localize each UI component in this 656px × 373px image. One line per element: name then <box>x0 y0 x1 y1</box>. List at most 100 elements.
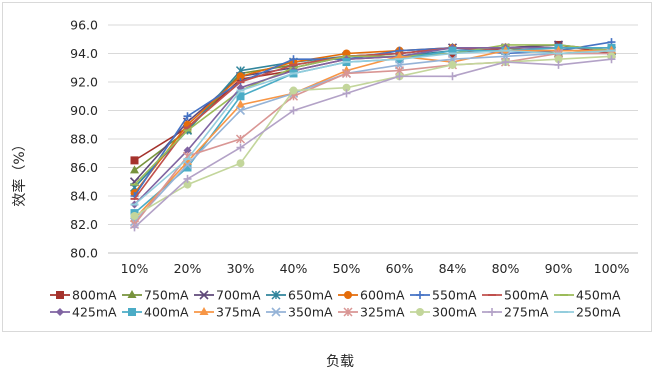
legend-item: 550mA <box>410 288 477 303</box>
data-point <box>183 163 192 172</box>
legend-item: 275mA <box>482 305 549 320</box>
data-point <box>183 146 192 155</box>
legend-label: 425mA <box>72 305 117 320</box>
data-point <box>199 307 209 315</box>
legend-item: 750mA <box>122 288 189 303</box>
legend-item: 600mA <box>338 288 405 303</box>
data-point <box>130 165 139 174</box>
y-axis-title: 效率（%） <box>11 137 28 206</box>
x-tick-label: 10% <box>121 261 149 276</box>
data-point <box>416 308 424 316</box>
x-tick-label: 50% <box>333 261 361 276</box>
legend-label: 450mA <box>576 288 621 303</box>
data-point <box>130 156 139 165</box>
y-tick-label: 86.0 <box>70 160 98 175</box>
data-point <box>236 143 245 152</box>
legend-item: 450mA <box>554 288 621 303</box>
legend-label: 300mA <box>432 305 477 320</box>
series-275mA <box>130 55 616 232</box>
series-300mA <box>130 52 616 220</box>
series-line <box>133 58 612 228</box>
x-tick-label: 40% <box>280 261 308 276</box>
legend-label: 375mA <box>216 305 261 320</box>
series-line <box>133 52 612 223</box>
series-600mA <box>130 43 616 198</box>
legend-item: 250mA <box>554 305 621 320</box>
data-point <box>342 83 351 92</box>
y-tick-label: 90.0 <box>70 103 98 118</box>
y-tick-label: 82.0 <box>70 217 98 232</box>
legend-label: 250mA <box>576 305 621 320</box>
data-point <box>235 105 246 116</box>
series-line <box>133 44 612 186</box>
data-point <box>416 291 424 299</box>
legend-label: 800mA <box>72 288 117 303</box>
series-line <box>133 49 612 220</box>
legend-item: 350mA <box>266 305 333 320</box>
data-point <box>501 58 510 67</box>
data-point <box>289 86 298 95</box>
x-tick-label: 90% <box>545 261 573 276</box>
x-tick-label: 60% <box>386 261 414 276</box>
data-point <box>127 290 137 298</box>
legend-label: 700mA <box>216 288 261 303</box>
data-point <box>448 60 457 69</box>
series-500mA <box>130 46 616 200</box>
x-tick-label: 30% <box>227 261 255 276</box>
data-point <box>236 72 245 81</box>
legend-item: 375mA <box>194 305 261 320</box>
series-line <box>133 46 612 206</box>
legend-label: 600mA <box>360 288 405 303</box>
y-tick-label: 92.0 <box>70 75 98 90</box>
data-point <box>342 89 351 98</box>
legend-label: 325mA <box>360 305 405 320</box>
series-line <box>134 55 612 217</box>
series-250mA <box>130 49 616 206</box>
legend-label: 750mA <box>144 288 189 303</box>
x-tick-label: 84% <box>439 261 467 276</box>
data-point <box>271 290 281 300</box>
series-line <box>133 49 612 206</box>
data-point <box>289 106 298 115</box>
data-point <box>488 308 496 316</box>
legend-item: 650mA <box>266 288 333 303</box>
data-point <box>235 134 246 144</box>
axes: 80.0 82.0 84.0 86.0 88.0 90.0 92.0 94.0 96.0 10% 2… <box>70 18 629 277</box>
data-point <box>183 180 192 189</box>
legend-item: 500mA <box>482 288 549 303</box>
legend-item: 400mA <box>122 305 189 320</box>
data-point <box>56 291 64 299</box>
data-point <box>607 55 616 64</box>
legend-label: 350mA <box>288 305 333 320</box>
x-tick-label: 20% <box>174 261 202 276</box>
x-tick-label: 100% <box>594 261 630 276</box>
series-line <box>133 49 612 188</box>
data-point <box>271 307 281 317</box>
data-point <box>130 211 139 220</box>
data-point <box>236 92 245 101</box>
series-line <box>133 44 612 183</box>
data-point <box>448 72 457 81</box>
legend: 800mA 750mA 700mA 650mA 600mA 550mA 500mA 450mA… <box>50 288 621 320</box>
legend-item: 700mA <box>194 288 261 303</box>
data-point <box>448 46 457 55</box>
data-point <box>395 72 404 81</box>
series-line <box>133 46 612 200</box>
legend-item: 325mA <box>338 305 405 320</box>
data-point <box>341 68 352 78</box>
data-point <box>343 307 353 317</box>
data-point <box>395 51 404 60</box>
legend-label: 550mA <box>432 288 477 303</box>
data-point <box>554 60 563 69</box>
data-point <box>289 55 298 64</box>
legend-item: 425mA <box>50 305 117 320</box>
y-tick-label: 96.0 <box>70 18 98 33</box>
data-point <box>554 55 563 64</box>
y-tick-label: 80.0 <box>70 246 98 261</box>
data-point <box>56 308 64 316</box>
data-point <box>199 290 209 300</box>
legend-item: 300mA <box>410 305 477 320</box>
legend-label: 650mA <box>288 288 333 303</box>
data-point <box>344 291 352 299</box>
